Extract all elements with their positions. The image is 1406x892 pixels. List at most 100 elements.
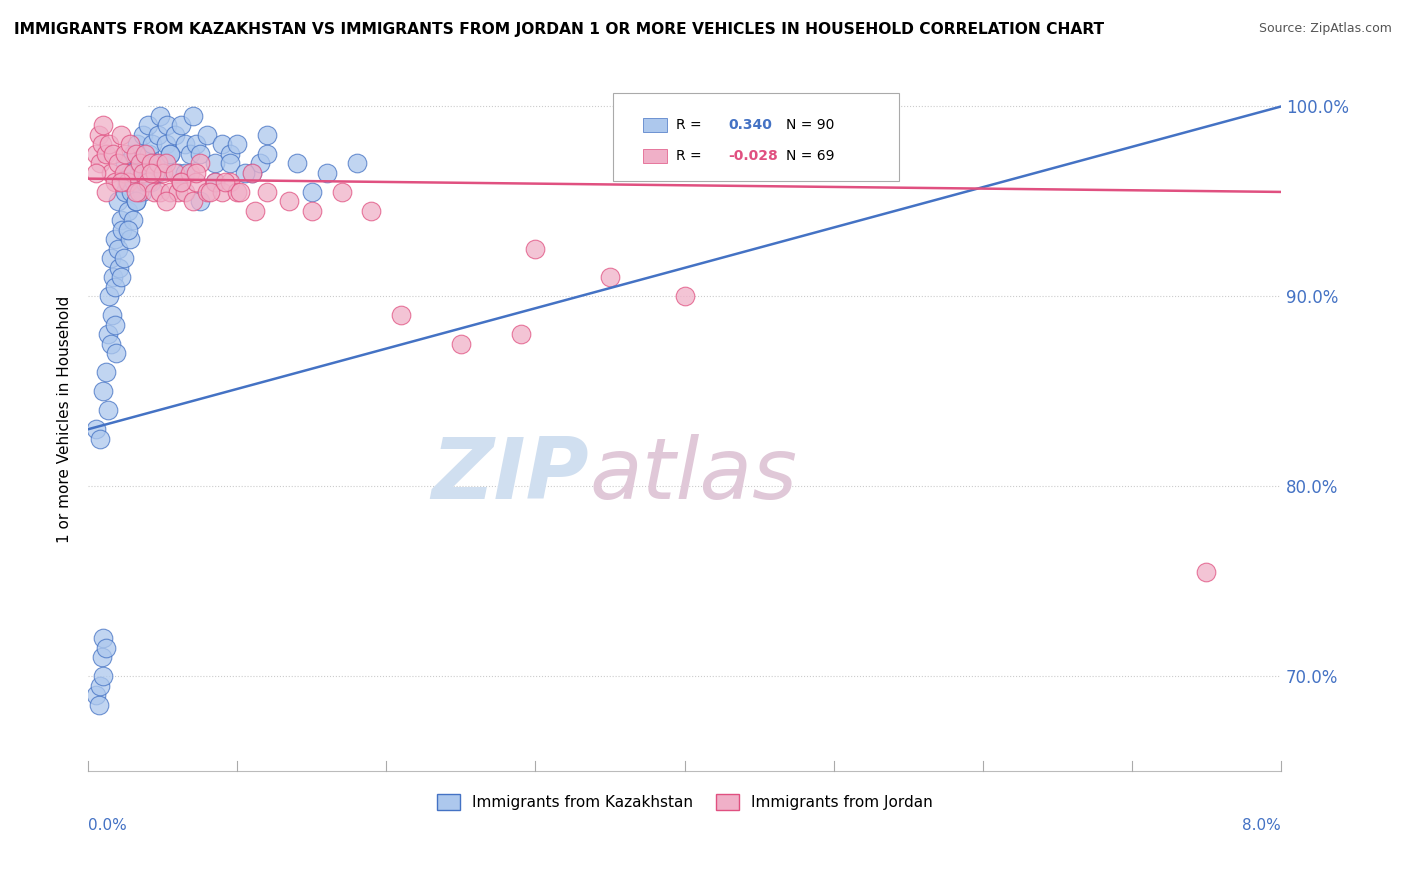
Point bbox=[450, 336, 472, 351]
Point bbox=[346, 156, 368, 170]
Point bbox=[148, 128, 170, 142]
Point bbox=[112, 252, 135, 266]
Bar bbox=[643, 118, 666, 132]
Point bbox=[156, 119, 179, 133]
Point bbox=[169, 176, 191, 190]
Point bbox=[100, 252, 122, 266]
Point bbox=[91, 631, 114, 645]
Point bbox=[143, 166, 166, 180]
Point bbox=[243, 203, 266, 218]
Text: 8.0%: 8.0% bbox=[1243, 819, 1281, 833]
Point bbox=[103, 270, 125, 285]
Point bbox=[103, 147, 125, 161]
Point bbox=[134, 176, 156, 190]
Point bbox=[104, 318, 127, 332]
Point bbox=[122, 166, 145, 180]
Point bbox=[249, 156, 271, 170]
Point bbox=[91, 119, 114, 133]
Point bbox=[100, 166, 122, 180]
Point bbox=[118, 166, 141, 180]
Point bbox=[91, 384, 114, 399]
Point bbox=[96, 403, 118, 417]
Point bbox=[129, 156, 152, 170]
Point bbox=[104, 280, 127, 294]
Point bbox=[87, 128, 110, 142]
Point bbox=[96, 327, 118, 342]
Point bbox=[163, 166, 186, 180]
Point bbox=[138, 147, 160, 161]
Text: -0.028: -0.028 bbox=[728, 149, 779, 162]
Point bbox=[211, 137, 233, 152]
Point bbox=[114, 156, 136, 170]
Text: R =: R = bbox=[676, 118, 706, 132]
Point bbox=[110, 176, 132, 190]
Point bbox=[218, 176, 240, 190]
Point bbox=[389, 309, 412, 323]
Point bbox=[181, 109, 204, 123]
Legend: Immigrants from Kazakhstan, Immigrants from Jordan: Immigrants from Kazakhstan, Immigrants f… bbox=[430, 788, 939, 816]
Point bbox=[197, 128, 219, 142]
Point bbox=[120, 185, 142, 199]
Point bbox=[149, 109, 172, 123]
Point bbox=[169, 176, 191, 190]
Point bbox=[166, 166, 188, 180]
Text: 0.340: 0.340 bbox=[728, 118, 772, 132]
Point bbox=[128, 185, 150, 199]
Text: N = 69: N = 69 bbox=[786, 149, 834, 162]
Point bbox=[118, 137, 141, 152]
Point bbox=[117, 176, 139, 190]
Point bbox=[143, 156, 166, 170]
Point bbox=[218, 156, 240, 170]
Point bbox=[125, 185, 148, 199]
Text: R =: R = bbox=[676, 149, 706, 162]
Point bbox=[104, 176, 127, 190]
Point bbox=[218, 147, 240, 161]
Point bbox=[188, 147, 211, 161]
Point bbox=[169, 119, 191, 133]
Point bbox=[118, 232, 141, 246]
Point bbox=[673, 289, 696, 303]
Point bbox=[256, 185, 278, 199]
Point bbox=[174, 185, 197, 199]
Point bbox=[256, 147, 278, 161]
Point bbox=[84, 688, 107, 702]
Point bbox=[278, 194, 301, 209]
Point bbox=[139, 176, 162, 190]
Point bbox=[360, 203, 382, 218]
Point bbox=[214, 176, 236, 190]
Point bbox=[301, 203, 323, 218]
Point bbox=[84, 147, 107, 161]
Point bbox=[197, 185, 219, 199]
Point bbox=[100, 336, 122, 351]
Point bbox=[117, 223, 139, 237]
Point bbox=[110, 213, 132, 227]
Point bbox=[599, 270, 621, 285]
Point bbox=[524, 242, 547, 256]
Point bbox=[84, 422, 107, 436]
Point bbox=[107, 194, 129, 209]
Text: N = 90: N = 90 bbox=[786, 118, 834, 132]
Point bbox=[114, 147, 136, 161]
Point bbox=[132, 166, 155, 180]
Point bbox=[204, 176, 226, 190]
Point bbox=[89, 432, 111, 446]
Point bbox=[122, 147, 145, 161]
Point bbox=[226, 185, 249, 199]
Point bbox=[128, 166, 150, 180]
Point bbox=[107, 242, 129, 256]
Point bbox=[166, 185, 188, 199]
Point bbox=[122, 213, 145, 227]
Point bbox=[179, 147, 201, 161]
Point bbox=[155, 137, 177, 152]
Point bbox=[98, 137, 121, 152]
Point bbox=[240, 166, 263, 180]
Text: 0.0%: 0.0% bbox=[89, 819, 127, 833]
Point bbox=[509, 327, 531, 342]
Point bbox=[330, 185, 353, 199]
Text: Source: ZipAtlas.com: Source: ZipAtlas.com bbox=[1258, 22, 1392, 36]
Point bbox=[315, 166, 337, 180]
Point bbox=[127, 137, 149, 152]
Point bbox=[233, 166, 256, 180]
Point bbox=[90, 137, 112, 152]
Point bbox=[174, 137, 197, 152]
